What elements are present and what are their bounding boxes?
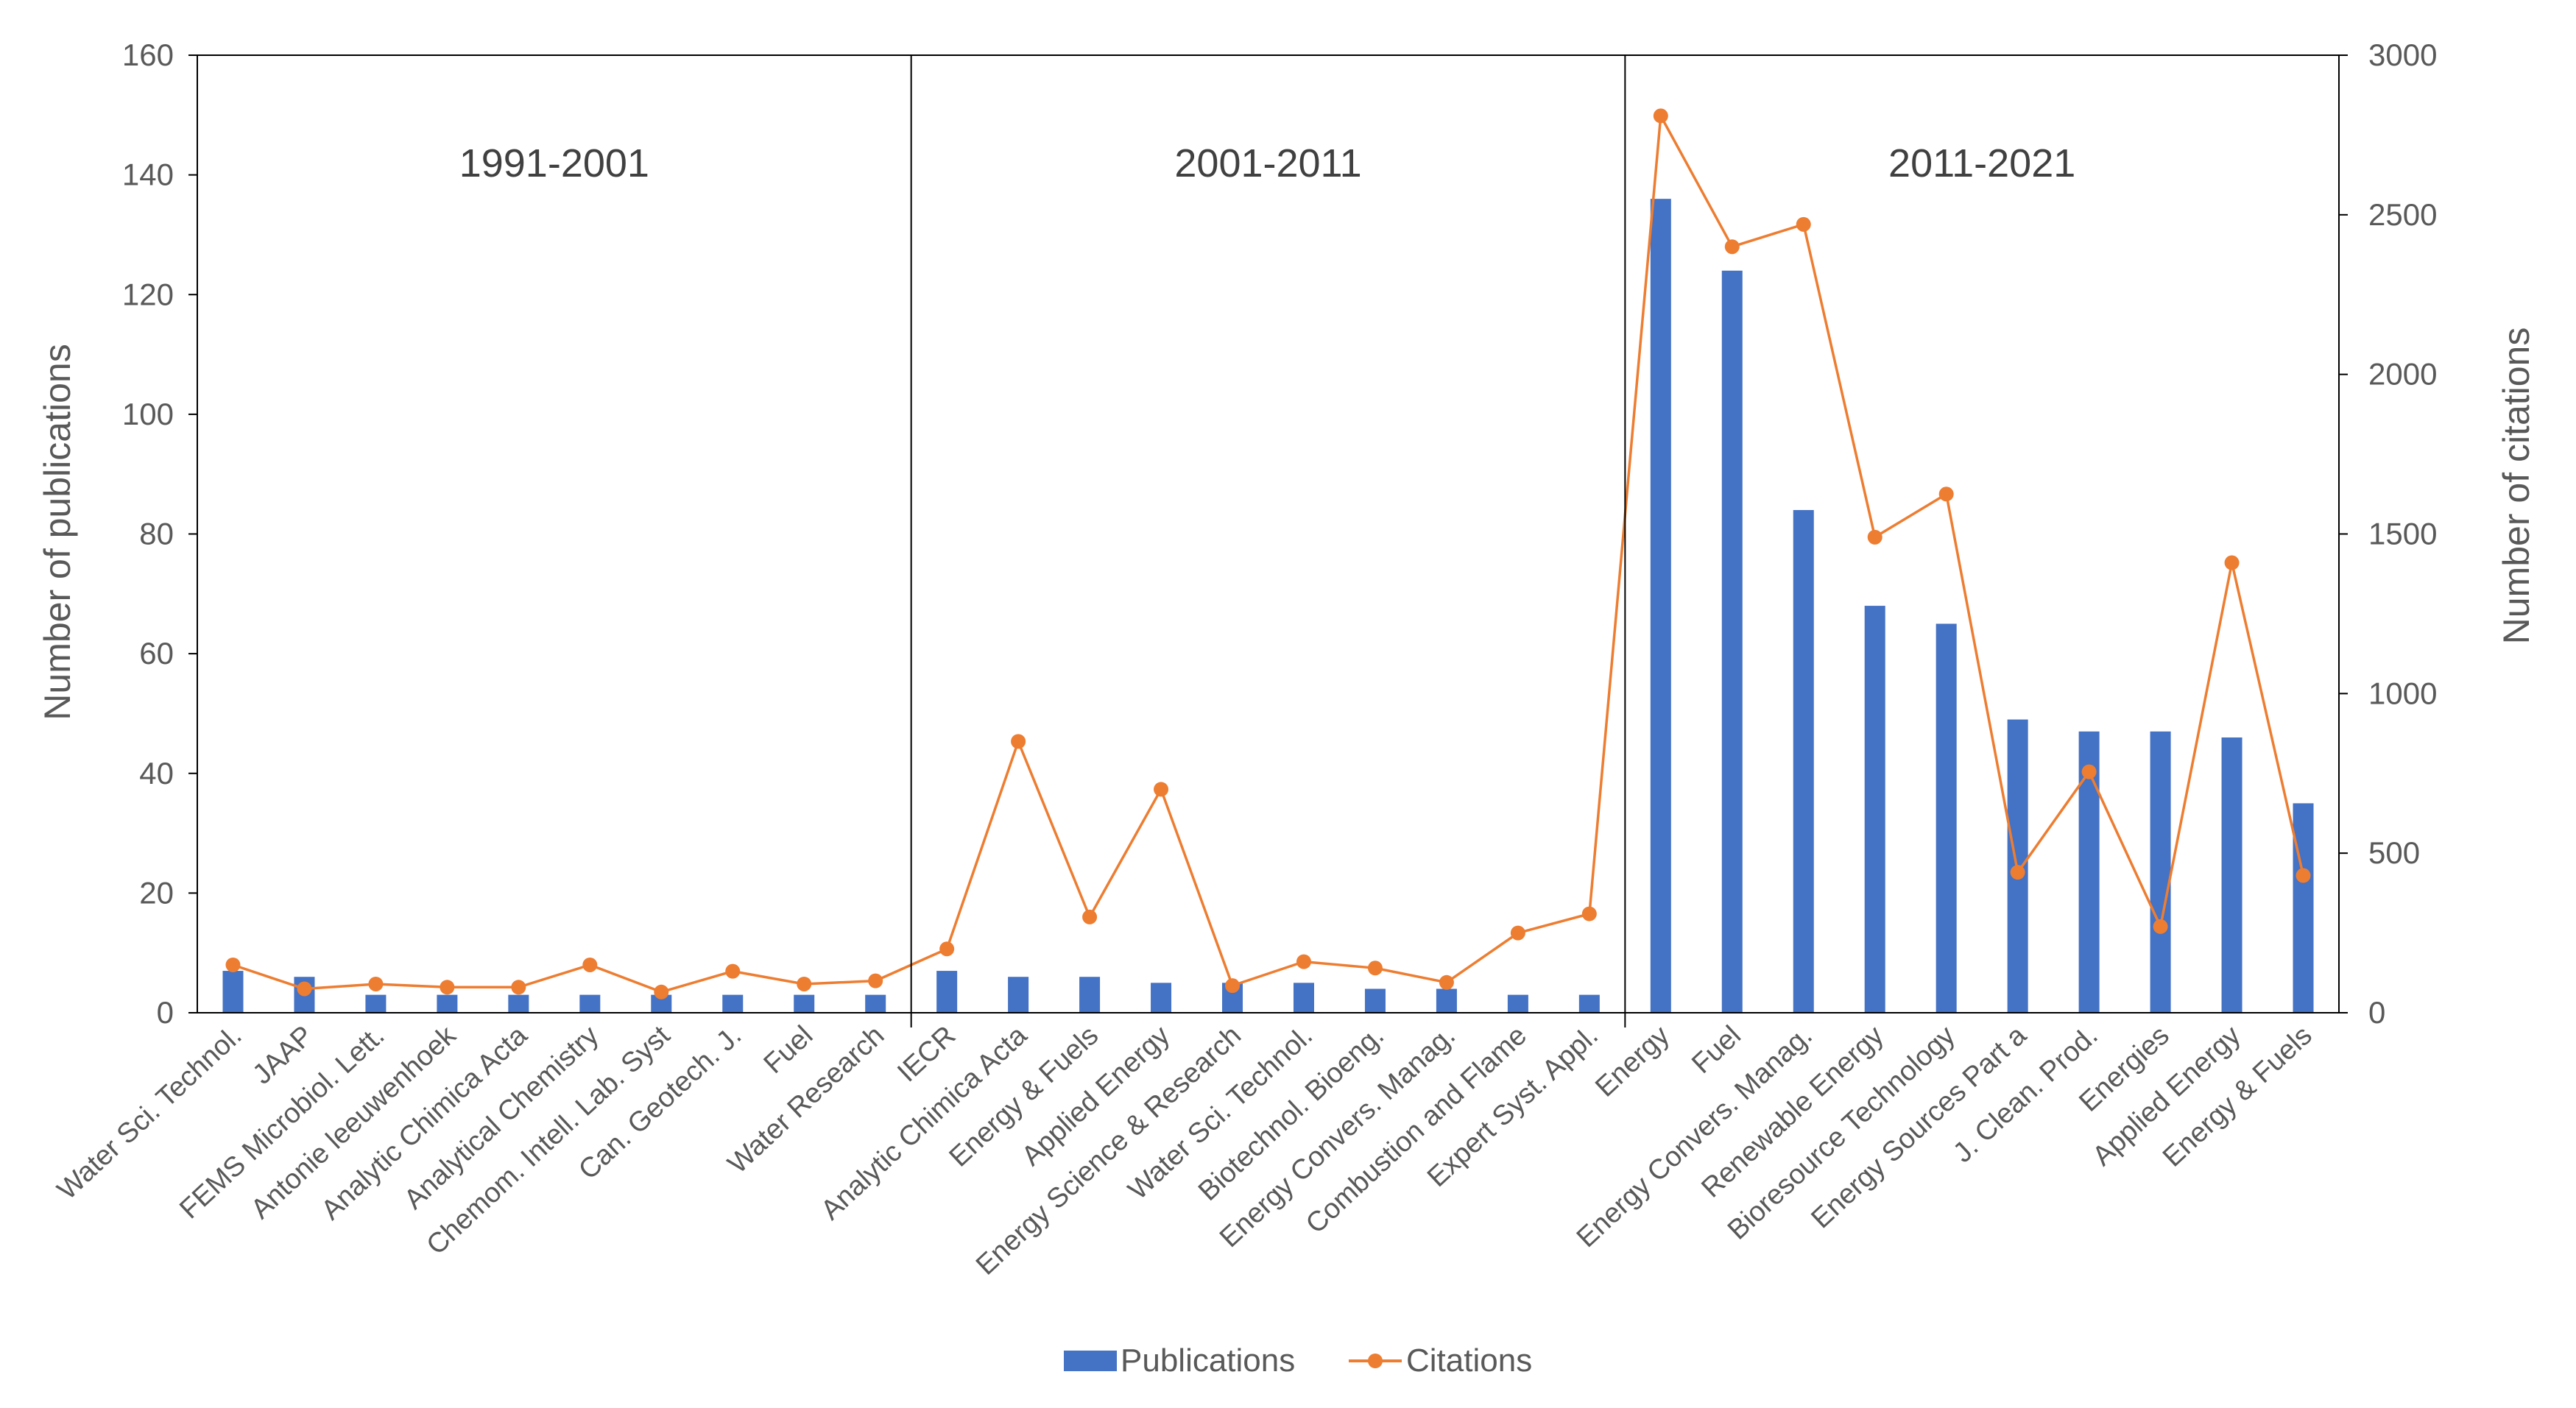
y-tick-label-100: 100 — [122, 397, 174, 431]
citations-point — [1867, 529, 1882, 545]
y-tick-label-0: 0 — [157, 995, 174, 1030]
publications-bar — [1650, 199, 1671, 1013]
y-tick-label-140: 140 — [122, 158, 174, 192]
citations-point — [1653, 108, 1668, 124]
publications-bar — [508, 994, 529, 1013]
citations-point — [440, 980, 455, 995]
legend-publications-swatch — [1064, 1351, 1117, 1371]
citations-point — [1154, 782, 1169, 797]
citations-point — [654, 984, 669, 1000]
y2-tick-label-1500: 1500 — [2368, 517, 2437, 551]
citations-point — [868, 973, 883, 988]
category-label: Fuel — [1686, 1020, 1747, 1080]
y2-tick-label-0: 0 — [2368, 995, 2385, 1030]
publications-bar — [579, 994, 601, 1013]
citations-point — [725, 963, 741, 979]
citations-point — [1296, 954, 1311, 969]
publications-bar — [936, 971, 958, 1013]
bars-layer — [222, 199, 2314, 1013]
y-tick-label-60: 60 — [139, 636, 174, 671]
publications-bar — [1864, 606, 1885, 1013]
citations-point — [797, 976, 812, 991]
legend-citations-label: Citations — [1406, 1342, 1532, 1379]
y-tick-label-20: 20 — [139, 875, 174, 910]
publications-bar — [365, 994, 387, 1013]
citations-point — [1439, 974, 1454, 990]
citations-point — [225, 957, 241, 972]
y2-tick-label-2000: 2000 — [2368, 357, 2437, 392]
publications-bar — [2221, 737, 2242, 1013]
citations-point — [368, 976, 384, 991]
citations-point — [511, 980, 526, 995]
publications-bar — [2150, 731, 2171, 1013]
publications-bar — [865, 994, 886, 1013]
publications-bar — [1151, 983, 1172, 1013]
publications-bar — [1793, 509, 1814, 1013]
y-tick-label-160: 160 — [122, 38, 174, 72]
period-label-3: 2011-2021 — [1888, 141, 2075, 185]
publications-bar — [1507, 994, 1528, 1013]
citations-point — [2153, 919, 2168, 934]
publications-bar — [794, 994, 815, 1013]
y-axis-title: Number of publications — [37, 344, 78, 720]
citations-point — [2010, 865, 2025, 880]
citations-point — [939, 941, 955, 957]
citations-point — [2296, 868, 2311, 883]
publications-bar — [1721, 270, 1743, 1013]
publications-bar — [1578, 994, 1600, 1013]
period-label-2: 2001-2011 — [1174, 141, 1361, 185]
publications-bar — [722, 994, 744, 1013]
publications-bar — [1008, 977, 1029, 1013]
y2-tick-label-500: 500 — [2368, 835, 2420, 870]
labels-layer: 1991-2001 2001-2011 2011-2021 0 20 40 60 80 100 1… — [52, 38, 2437, 1281]
y-tick-label-120: 120 — [122, 277, 174, 311]
citations-point — [297, 981, 312, 997]
y2-tick-label-3000: 3000 — [2368, 38, 2437, 72]
y2-tick-label-2500: 2500 — [2368, 197, 2437, 232]
citations-point — [1082, 909, 1098, 924]
citations-line — [232, 111, 2305, 994]
publications-bar — [1079, 977, 1101, 1013]
citations-point — [1011, 734, 1026, 749]
citations-point — [2081, 764, 2097, 779]
category-label: Energy — [1589, 1020, 1676, 1103]
legend-publications-label: Publications — [1121, 1342, 1295, 1379]
publications-bar — [1293, 983, 1314, 1013]
publications-bar — [437, 994, 458, 1013]
citations-point — [1367, 961, 1383, 976]
citations-point — [1510, 925, 1525, 941]
category-label: Fuel — [758, 1020, 819, 1080]
y2-tick-label-1000: 1000 — [2368, 676, 2437, 710]
citations-point — [1581, 906, 1597, 921]
citations-point — [582, 957, 598, 972]
citations-point — [1796, 216, 1811, 232]
publications-bar — [1364, 988, 1386, 1013]
citations-point — [1724, 239, 1740, 255]
publications-bar — [1436, 988, 1457, 1013]
citations-line-layer — [225, 108, 2311, 1000]
publications-bar — [1935, 623, 1957, 1013]
citations-point — [1938, 487, 1954, 502]
citations-point — [2224, 555, 2240, 570]
publications-bar — [2293, 803, 2314, 1013]
legend: Publications Citations — [1064, 1342, 1532, 1379]
y-tick-label-80: 80 — [139, 517, 174, 551]
axes-layer — [188, 54, 2348, 1027]
legend-citations-swatch-marker — [1368, 1354, 1383, 1368]
publications-bar — [222, 971, 244, 1013]
y2-axis-title: Number of citations — [2496, 328, 2537, 645]
citations-point — [1225, 978, 1241, 994]
period-label-1: 1991-2001 — [459, 141, 649, 185]
y-tick-label-40: 40 — [139, 756, 174, 790]
